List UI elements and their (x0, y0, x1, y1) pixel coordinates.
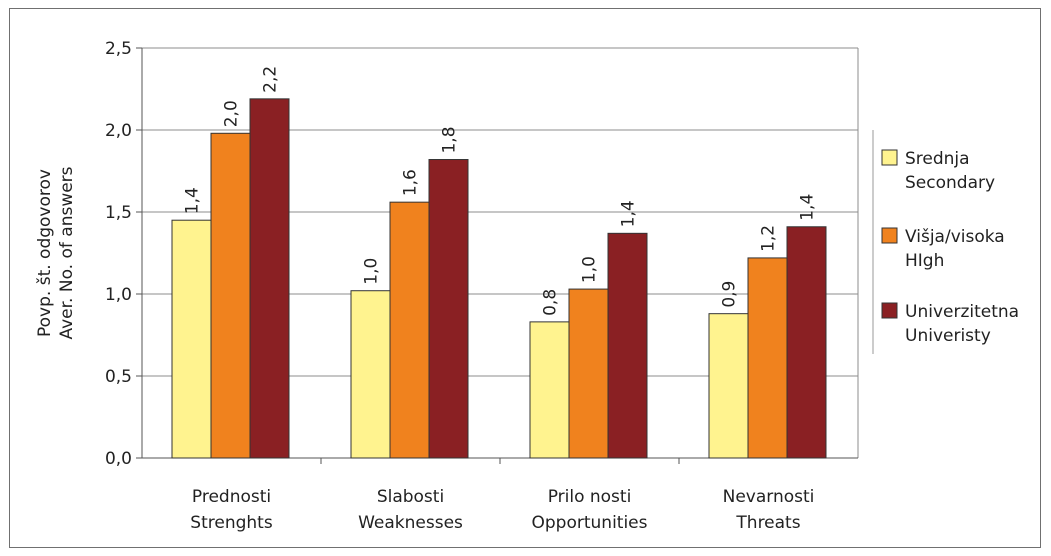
legend-label: HIgh (905, 251, 944, 271)
y-axis-label-line: Aver. No. of answers (57, 166, 77, 339)
data-label: 2,2 (261, 66, 281, 93)
bar (568, 288, 609, 459)
x-category-label: Weaknesses (358, 513, 463, 533)
bar (389, 201, 430, 459)
data-label: 1,0 (580, 256, 600, 283)
y-tick-label: 0,0 (105, 449, 132, 469)
bar (786, 226, 827, 459)
y-tick-label: 2,0 (105, 121, 132, 141)
legend-label: Višja/visoka (905, 227, 1005, 247)
y-tick-label: 1,5 (105, 203, 132, 223)
data-label: 2,0 (222, 100, 242, 127)
x-category-label: Threats (735, 513, 800, 533)
bar (708, 313, 749, 459)
bar (529, 321, 570, 459)
y-tick-label: 0,5 (105, 367, 132, 387)
legend-label: Univerzitetna (905, 302, 1019, 322)
bar (350, 290, 391, 459)
bar (607, 232, 648, 459)
x-category-label: Prilo nosti (548, 487, 632, 507)
data-label: 1,8 (440, 126, 460, 153)
bar (210, 132, 251, 459)
x-category-label: Prednosti (192, 487, 271, 507)
bar (171, 219, 212, 459)
legend-swatch (881, 149, 898, 166)
data-label: 0,9 (720, 281, 740, 308)
y-axis-label-line: Povp. št. odgovorov (35, 169, 55, 337)
data-label: 1,4 (798, 194, 818, 221)
data-label: 1,6 (401, 169, 421, 196)
legend-swatch (881, 227, 898, 244)
y-axis-label: Povp. št. odgovorov Aver. No. of answers (35, 166, 77, 339)
bar (249, 98, 290, 459)
data-label: 1,0 (362, 258, 382, 285)
y-tick-label: 1,0 (105, 285, 132, 305)
legend-label: Secondary (905, 173, 995, 193)
bar (428, 159, 469, 459)
data-label: 1,2 (759, 225, 779, 252)
x-category-label: Slabosti (377, 487, 444, 507)
legend-swatch (881, 302, 898, 319)
x-category-label: Opportunities (532, 513, 648, 533)
legend-label: Srednja (905, 149, 970, 169)
bar (747, 257, 788, 459)
data-label: 0,8 (541, 289, 561, 316)
data-label: 1,4 (183, 187, 203, 214)
x-category-label: Strenghts (190, 513, 273, 533)
data-label: 1,4 (619, 200, 639, 227)
chart-frame (9, 8, 1041, 548)
legend-label: Univeristy (905, 326, 991, 346)
x-category-label: Nevarnosti (723, 487, 815, 507)
y-tick-label: 2,5 (105, 39, 132, 59)
